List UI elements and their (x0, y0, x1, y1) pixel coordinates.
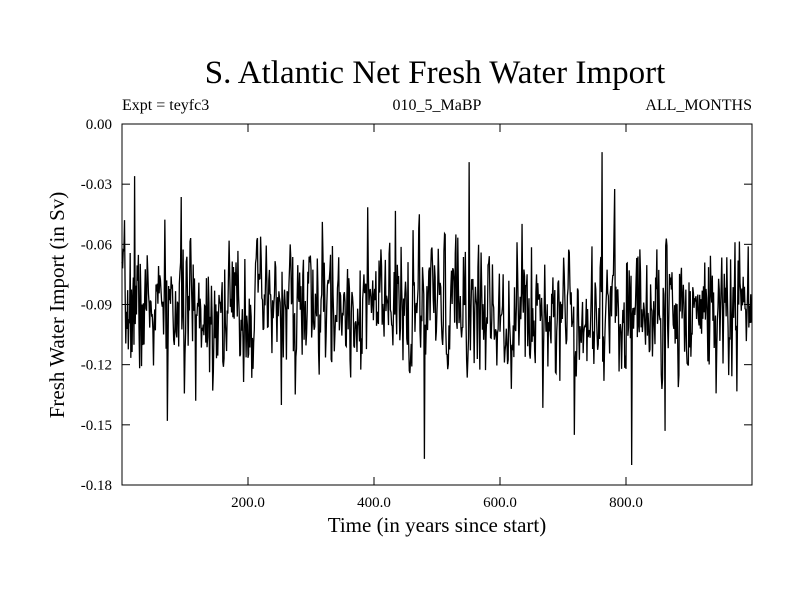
series-line (121, 152, 753, 465)
x-axis-ticks: 200.0 400.0 600.0 800.0 (231, 124, 643, 511)
subtitle-experiment: Expt = teyfc3 (122, 97, 209, 114)
subtitle-period: 010_5_MaBP (393, 97, 482, 114)
x-axis-label: Time (in years since start) (328, 513, 547, 537)
subtitle-months: ALL_MONTHS (645, 97, 752, 114)
y-tick-label: -0.09 (81, 298, 112, 314)
y-tick-label: -0.06 (81, 237, 113, 253)
x-tick-label: 400.0 (357, 495, 391, 511)
y-axis-label: Fresh Water Import (in Sv) (45, 192, 69, 419)
y-tick-label: -0.12 (81, 358, 112, 374)
chart-title: S. Atlantic Net Fresh Water Import (205, 55, 666, 91)
x-tick-label: 200.0 (231, 495, 265, 511)
plot-frame (121, 123, 753, 486)
y-tick-label: -0.15 (81, 418, 112, 434)
y-tick-label: 0.00 (86, 117, 112, 133)
x-tick-label: 800.0 (609, 495, 643, 511)
y-tick-label: -0.18 (81, 478, 112, 494)
y-tick-label: -0.03 (81, 177, 112, 193)
x-tick-label: 600.0 (483, 495, 517, 511)
series-layer (121, 152, 753, 465)
